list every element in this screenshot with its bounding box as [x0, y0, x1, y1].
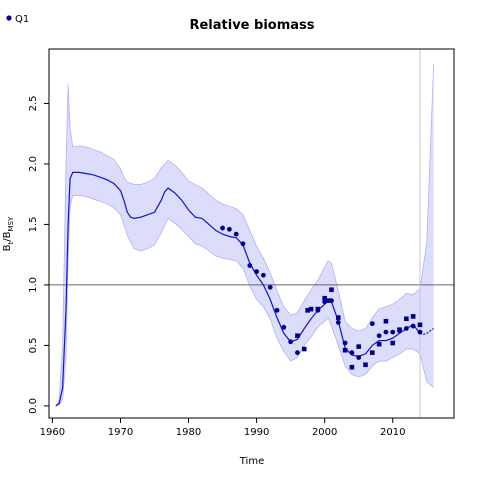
- index-point-q1: [403, 326, 409, 331]
- index-point-q1: [240, 241, 246, 247]
- prediction-line: [419, 328, 434, 336]
- y-tick-label: 1.5: [28, 216, 39, 232]
- y-tick-label: 0.5: [28, 337, 39, 353]
- y-tick-label: 1.0: [28, 277, 39, 293]
- index-point-square: [308, 306, 314, 312]
- index-point-q1: [383, 329, 389, 335]
- index-point-square: [301, 346, 307, 352]
- index-point-q1: [369, 321, 375, 327]
- confidence-band: [55, 64, 434, 406]
- index-point-q1: [267, 284, 273, 290]
- index-point-square: [383, 318, 389, 324]
- index-point-square: [325, 298, 331, 303]
- index-point-square: [410, 314, 416, 319]
- index-point-square: [397, 327, 402, 332]
- upper-ci-line: [55, 64, 434, 407]
- index-point-q1: [233, 231, 239, 237]
- chart-title: Relative biomass: [189, 18, 314, 33]
- index-point-q1: [295, 350, 300, 356]
- x-tick-label: 2000: [312, 427, 337, 438]
- index-point-q1: [376, 333, 382, 339]
- index-point-square: [349, 364, 355, 370]
- index-point-square: [417, 322, 423, 328]
- x-tick-label: 1990: [244, 427, 269, 438]
- y-axis-label: Bt/BMSY: [2, 216, 15, 251]
- y-axis: 0.0 0.5 1.0 1.5 2.0 2.5: [28, 95, 49, 414]
- y-tick-label: 2.0: [28, 156, 39, 172]
- index-point-square: [315, 306, 321, 312]
- index-point-q1: [288, 339, 294, 345]
- y-tick-label: 2.5: [28, 95, 39, 111]
- index-point-q1: [254, 269, 260, 275]
- legend: Q1: [6, 14, 29, 25]
- y-axis-label-sub1: t: [7, 241, 15, 244]
- index-point-q1: [335, 320, 341, 325]
- index-point-q1: [342, 340, 348, 346]
- index-point-q1: [410, 323, 416, 329]
- y-axis-label-sub2: MSY: [7, 216, 15, 231]
- index-point-square: [370, 350, 375, 355]
- y-axis-label-sep: /B: [2, 231, 13, 241]
- index-point-square: [335, 315, 341, 320]
- index-point-q1: [220, 225, 225, 231]
- index-point-square: [390, 340, 396, 346]
- index-point-square: [356, 344, 362, 349]
- index-point-square: [305, 308, 310, 313]
- legend-marker-q1: [6, 15, 12, 21]
- legend-label-q1: Q1: [15, 14, 29, 25]
- index-point-q1: [356, 355, 362, 360]
- lower-ci-line: [55, 195, 434, 407]
- index-point-q1: [281, 324, 287, 330]
- index-point-q1: [417, 329, 423, 335]
- x-tick-label: 1960: [40, 427, 65, 438]
- index-point-square: [342, 347, 348, 353]
- index-point-q1: [261, 272, 266, 278]
- index-point-square: [363, 362, 368, 368]
- index-point-q1: [349, 350, 355, 356]
- index-point-square: [376, 341, 382, 347]
- index-point-q1: [274, 307, 280, 313]
- index-point-q1: [247, 263, 253, 268]
- x-tick-label: 1980: [176, 427, 201, 438]
- index-point-q1: [226, 226, 232, 232]
- x-axis-label: Time: [239, 456, 264, 467]
- index-point-q1: [390, 329, 396, 335]
- index-point-square: [404, 316, 409, 322]
- x-tick-label: 2010: [380, 427, 405, 438]
- plot-area: [49, 49, 454, 418]
- plot-frame: [48, 48, 455, 419]
- index-point-square: [295, 333, 300, 339]
- x-tick-label: 1970: [108, 427, 133, 438]
- index-point-square: [329, 287, 334, 293]
- x-axis: 1960 1970 1980 1990 2000 2010: [40, 418, 405, 438]
- y-tick-label: 0.0: [28, 398, 39, 414]
- y-axis-label-main: B: [2, 244, 13, 251]
- index-point-square: [322, 295, 327, 301]
